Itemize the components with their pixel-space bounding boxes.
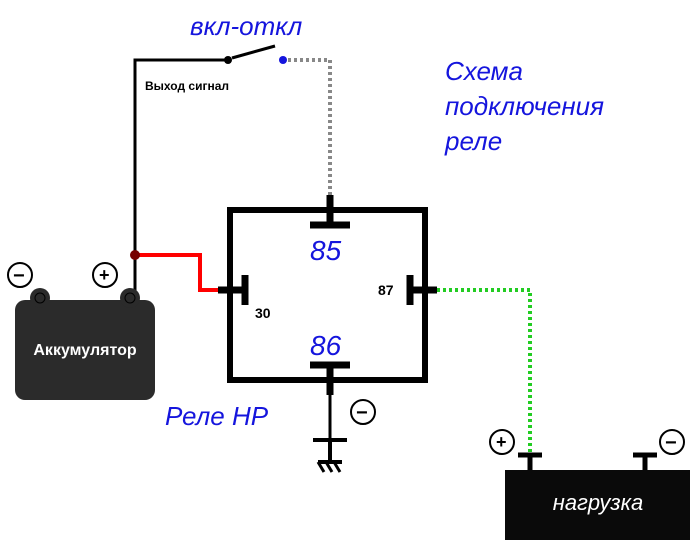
junction-node	[130, 250, 140, 260]
title-line3: реле	[444, 126, 502, 156]
switch-lever	[232, 46, 275, 58]
battery-neg-sign: −	[13, 265, 25, 287]
battery-term-neg	[30, 288, 50, 308]
load-neg-sign: −	[665, 432, 677, 454]
wire-red-30	[135, 255, 224, 290]
title-line2: подключения	[445, 91, 604, 121]
pin87-label: 87	[378, 282, 394, 298]
switch-node-right	[279, 56, 287, 64]
battery-label: Аккумулятор	[33, 342, 136, 359]
wiring-diagram: Схема подключения реле вкл-откл Выход си…	[0, 0, 700, 555]
wire-gray-85	[288, 60, 330, 195]
title-line1: Схема	[445, 56, 523, 86]
battery-pos-sign: +	[99, 265, 110, 285]
battery-term-pos	[120, 288, 140, 308]
signal-out-label: Выход сигнал	[145, 79, 229, 93]
load-label: нагрузка	[553, 490, 644, 515]
wire-green-87	[437, 290, 530, 460]
pin85-label: 85	[310, 235, 342, 266]
relay-ground-minus: −	[356, 402, 368, 424]
load-pos-sign: +	[496, 432, 507, 452]
relay-name-label: Реле НР	[165, 401, 269, 431]
switch-node-left	[224, 56, 232, 64]
pin86-label: 86	[310, 330, 342, 361]
switch-label: вкл-откл	[190, 11, 303, 41]
pin30-label: 30	[255, 305, 271, 321]
